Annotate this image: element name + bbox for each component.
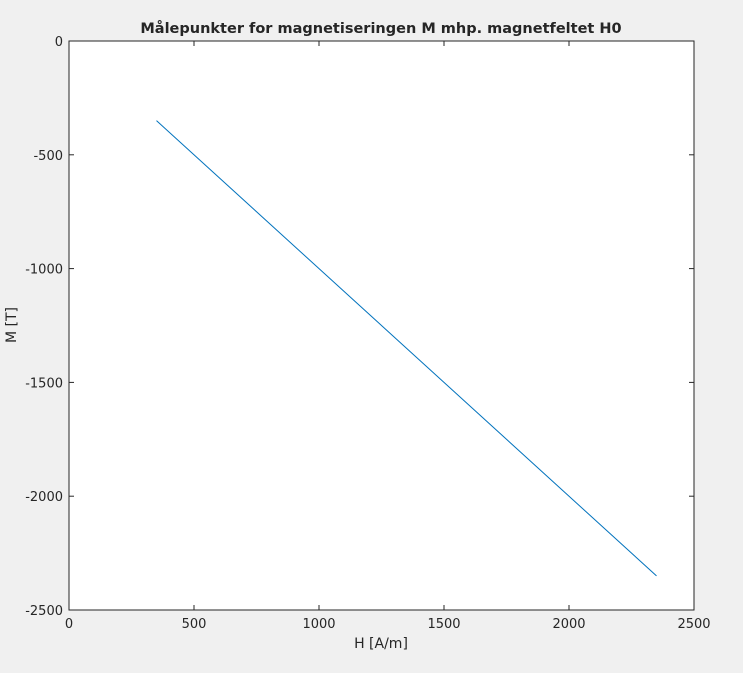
x-tick-label: 1500 [427, 617, 460, 632]
series-layer [156, 120, 657, 577]
y-tick-label: -2000 [25, 490, 63, 505]
chart-title: Målepunkter for magnetiseringen M mhp. m… [140, 20, 621, 37]
x-tick-label: 1000 [302, 617, 335, 632]
axes-box [68, 40, 695, 611]
y-tick-label: -500 [33, 149, 63, 164]
y-tick-label: -2500 [25, 604, 63, 619]
x-tick-label: 0 [65, 617, 73, 632]
x-axis-label: H [A/m] [354, 636, 408, 652]
y-axis-label: M [T] [4, 307, 20, 343]
x-tick-label: 2500 [677, 617, 710, 632]
x-tick-label: 500 [182, 617, 207, 632]
tick-layer: 0 500 1000 1500 2000 2500 0 -500 -1000 -1500 -2000… [25, 35, 710, 632]
y-tick-label: -1000 [25, 263, 63, 278]
y-tick-label: -1500 [25, 376, 63, 391]
series-line [156, 120, 657, 577]
y-tick-label: 0 [55, 35, 63, 50]
x-tick-label: 2000 [552, 617, 585, 632]
